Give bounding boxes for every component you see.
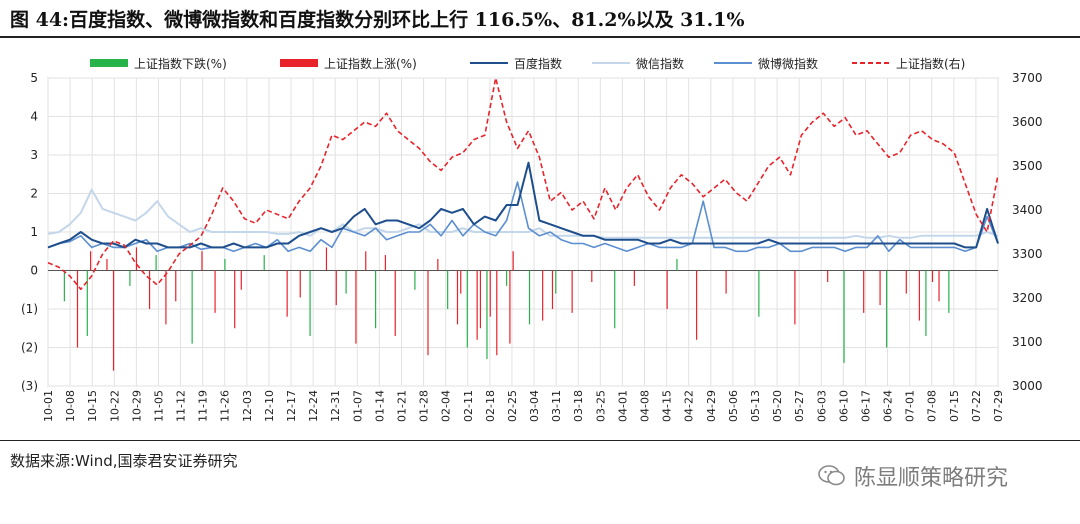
x-tick-label: 02-11 bbox=[462, 390, 475, 422]
wechat-icon bbox=[818, 465, 845, 486]
baidu-line bbox=[47, 161, 999, 249]
x-tick-label: 04-08 bbox=[639, 390, 652, 422]
top-rule bbox=[0, 36, 1080, 38]
x-tick-label: 02-18 bbox=[484, 390, 497, 422]
x-tick-label: 05-06 bbox=[727, 390, 740, 422]
legend-swatch bbox=[280, 59, 318, 67]
x-tick-label: 12-31 bbox=[329, 390, 342, 422]
y-left-tick-label: 1 bbox=[30, 225, 38, 239]
y-left-tick-label: (2) bbox=[21, 341, 38, 355]
x-tick-label: 04-15 bbox=[661, 390, 674, 422]
axes: 10-01 10-08 10-15 10-22 10-29 11-05 11-12 11-19… bbox=[21, 71, 1043, 422]
x-tick-label: 11-12 bbox=[175, 390, 188, 422]
shanghai-index-line bbox=[47, 77, 999, 291]
bars bbox=[63, 247, 950, 371]
x-tick-label: 10-29 bbox=[130, 390, 143, 422]
weixin-line bbox=[47, 188, 999, 239]
x-tick-label: 02-04 bbox=[440, 390, 453, 422]
y-left-tick-label: 5 bbox=[30, 71, 38, 85]
x-tick-label: 07-08 bbox=[926, 390, 939, 422]
watermark: 陈显顺策略研究 bbox=[818, 460, 1008, 492]
combo-chart: 10-01 10-08 10-15 10-22 10-29 11-05 11-12 11-19… bbox=[21, 56, 1043, 422]
x-tick-label: 03-04 bbox=[528, 390, 541, 422]
x-tick-label: 06-17 bbox=[859, 390, 872, 422]
legend-label: 上证指数上涨(%) bbox=[324, 56, 417, 71]
legend-label: 微信指数 bbox=[636, 56, 684, 71]
y-right-tick-label: 3300 bbox=[1012, 247, 1043, 261]
x-tick-label: 11-05 bbox=[152, 390, 165, 422]
legend-label: 上证指数下跌(%) bbox=[134, 56, 227, 71]
y-right-tick-label: 3600 bbox=[1012, 115, 1043, 129]
x-tick-label: 10-22 bbox=[108, 390, 121, 422]
x-tick-label: 05-20 bbox=[771, 390, 784, 422]
x-tick-label: 07-22 bbox=[970, 390, 983, 422]
y-left-tick-label: (3) bbox=[21, 379, 38, 393]
x-tick-label: 07-01 bbox=[904, 390, 917, 422]
x-tick-label: 07-29 bbox=[992, 390, 1005, 422]
y-left-tick-label: 3 bbox=[30, 148, 38, 162]
x-tick-label: 12-03 bbox=[241, 390, 254, 422]
x-tick-label: 02-25 bbox=[506, 390, 519, 422]
y-left-tick-label: 2 bbox=[30, 187, 38, 201]
x-tick-label: 10-01 bbox=[42, 390, 55, 422]
bottom-rule bbox=[0, 440, 1080, 441]
x-tick-label: 05-27 bbox=[793, 390, 806, 422]
x-tick-label: 01-21 bbox=[395, 390, 408, 422]
x-tick-label: 12-17 bbox=[285, 390, 298, 422]
y-right-tick-label: 3100 bbox=[1012, 335, 1043, 349]
x-tick-label: 11-26 bbox=[219, 390, 232, 422]
y-right-tick-label: 3200 bbox=[1012, 291, 1043, 305]
x-tick-label: 04-01 bbox=[616, 390, 629, 422]
x-tick-label: 07-15 bbox=[948, 390, 961, 422]
y-right-tick-label: 3000 bbox=[1012, 379, 1043, 393]
x-tick-label: 04-29 bbox=[705, 390, 718, 422]
x-tick-label: 03-11 bbox=[550, 390, 563, 422]
y-left-tick-label: 0 bbox=[30, 264, 38, 278]
y-left-tick-label: (1) bbox=[21, 302, 38, 316]
x-tick-label: 11-19 bbox=[197, 390, 210, 422]
x-tick-label: 12-10 bbox=[263, 390, 276, 422]
x-tick-label: 04-22 bbox=[683, 390, 696, 422]
x-tick-label: 10-15 bbox=[86, 390, 99, 422]
source-note: 数据来源:Wind,国泰君安证券研究 bbox=[10, 452, 238, 470]
watermark-text: 陈显顺策略研究 bbox=[854, 466, 1009, 491]
y-right-tick-label: 3500 bbox=[1012, 159, 1043, 173]
x-tick-label: 12-24 bbox=[307, 390, 320, 422]
x-tick-label: 06-03 bbox=[815, 390, 828, 422]
weibo-line bbox=[47, 181, 999, 253]
x-tick-label: 01-14 bbox=[373, 390, 386, 422]
legend-label: 微博微指数 bbox=[758, 56, 818, 71]
x-tick-label: 01-28 bbox=[418, 390, 431, 422]
chart-title: 图 44:百度指数、微博微指数和百度指数分别环比上行 116.5%、81.2%以… bbox=[10, 9, 745, 31]
lines bbox=[47, 77, 999, 291]
x-tick-label: 03-25 bbox=[594, 390, 607, 422]
x-tick-label: 03-18 bbox=[572, 390, 585, 422]
x-tick-label: 01-07 bbox=[351, 390, 364, 422]
legend: 上证指数下跌(%) 上证指数上涨(%) 百度指数 微信指数 微博微指数 上证指数(右) bbox=[90, 56, 965, 71]
x-tick-label: 06-24 bbox=[882, 390, 895, 422]
legend-swatch bbox=[90, 59, 128, 67]
y-right-tick-label: 3400 bbox=[1012, 203, 1043, 217]
y-left-tick-label: 4 bbox=[30, 110, 38, 124]
x-tick-label: 05-13 bbox=[749, 390, 762, 422]
legend-label: 上证指数(右) bbox=[896, 56, 965, 71]
x-tick-label: 06-10 bbox=[837, 390, 850, 422]
legend-label: 百度指数 bbox=[514, 56, 562, 71]
y-right-tick-label: 3700 bbox=[1012, 71, 1043, 85]
x-tick-label: 10-08 bbox=[64, 390, 77, 422]
